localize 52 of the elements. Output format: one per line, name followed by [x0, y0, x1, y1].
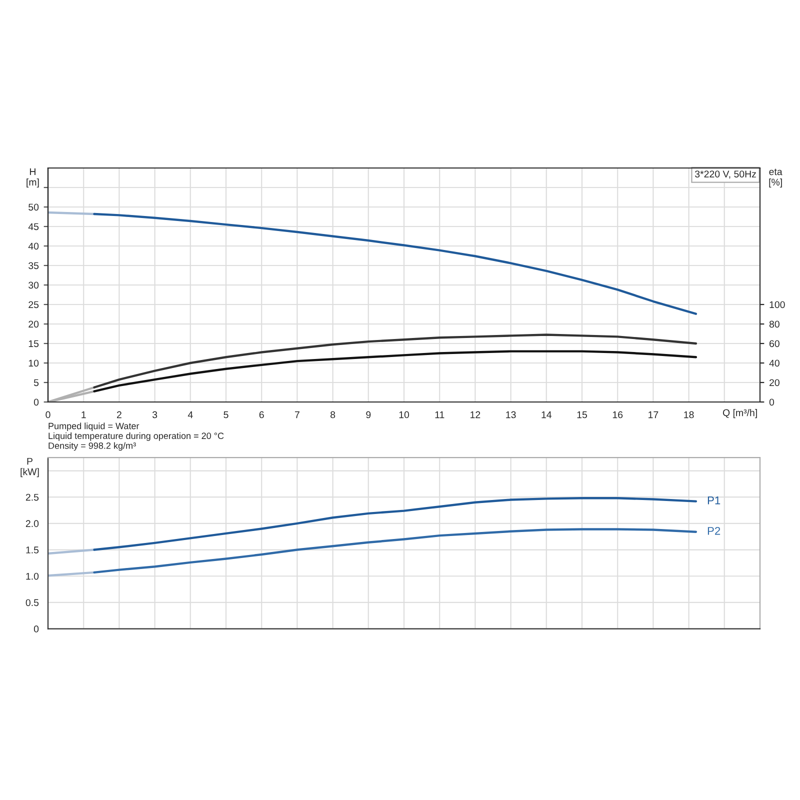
x-tick-label: 7 [294, 411, 300, 418]
y2-tick-label: 100 [770, 301, 785, 308]
y-tick-label: 25 [28, 301, 39, 308]
x-tick-label: 11 [435, 411, 444, 418]
x-tick-label: 0 [46, 411, 50, 418]
x-tick-label: 2 [116, 411, 122, 418]
x-tick-label: 17 [648, 411, 658, 418]
y2-tick-label: 40 [769, 360, 780, 367]
x-tick-label: 15 [577, 411, 587, 418]
x-tick-label: 12 [470, 411, 480, 418]
x-tick-label: 18 [684, 411, 694, 418]
text: Pumped liquid = Water [48, 422, 140, 432]
y-axis-title: H [m] [26, 168, 39, 188]
y-tick-label: 0 [34, 398, 39, 406]
y-tick-label: 50 [28, 204, 39, 211]
y-tick-label: 30 [28, 282, 39, 289]
y-tick-label: 5 [34, 379, 39, 386]
chart-title: 3*220 V, 50Hz [695, 170, 756, 179]
y2-tick-label: 0 [769, 398, 774, 406]
x-tick-label: 4 [188, 411, 193, 418]
y2-tick-label: 80 [769, 320, 780, 328]
y-tick-label: 1.5 [26, 546, 39, 554]
y-tick-label: 45 [28, 223, 39, 230]
x-tick-label: 9 [366, 411, 371, 418]
y2-tick-label: 60 [770, 340, 780, 348]
series-label: P2 [708, 526, 720, 535]
y-tick-label: 0.5 [26, 599, 39, 606]
y-tick-label: 40 [28, 242, 39, 250]
y2-axis-title: eta [%] [769, 168, 782, 188]
y-tick-label: 20 [28, 320, 39, 328]
x-tick-label: 1 [82, 411, 86, 418]
text: Density = 998.2 kg/m³ [48, 442, 136, 451]
x-axis-title: Q [m³/h] [722, 409, 757, 418]
y-tick-label: 2.5 [26, 494, 39, 501]
x-tick-label: 5 [224, 411, 228, 418]
y2-tick-label: 20 [770, 379, 780, 386]
x-tick-label: 13 [506, 411, 516, 418]
y-tick-label: 10 [28, 360, 39, 367]
y-tick-label: 0 [34, 626, 39, 632]
series-label: P1 [708, 496, 720, 504]
y-tick-label: 2.0 [26, 520, 39, 528]
text: Liquid temperature during operation = 20 °C [48, 432, 224, 441]
y-tick-label: 1.0 [26, 572, 39, 580]
x-tick-label: 3 [152, 411, 158, 418]
x-tick-label: 10 [399, 411, 410, 418]
y-tick-label: 35 [28, 262, 39, 270]
x-tick-label: 14 [542, 411, 552, 418]
x-tick-label: 16 [612, 411, 623, 418]
y-axis-title: P [kW] [20, 458, 39, 478]
x-tick-label: 8 [330, 411, 336, 418]
x-tick-label: 6 [259, 411, 264, 418]
y-tick-label: 15 [28, 340, 39, 348]
